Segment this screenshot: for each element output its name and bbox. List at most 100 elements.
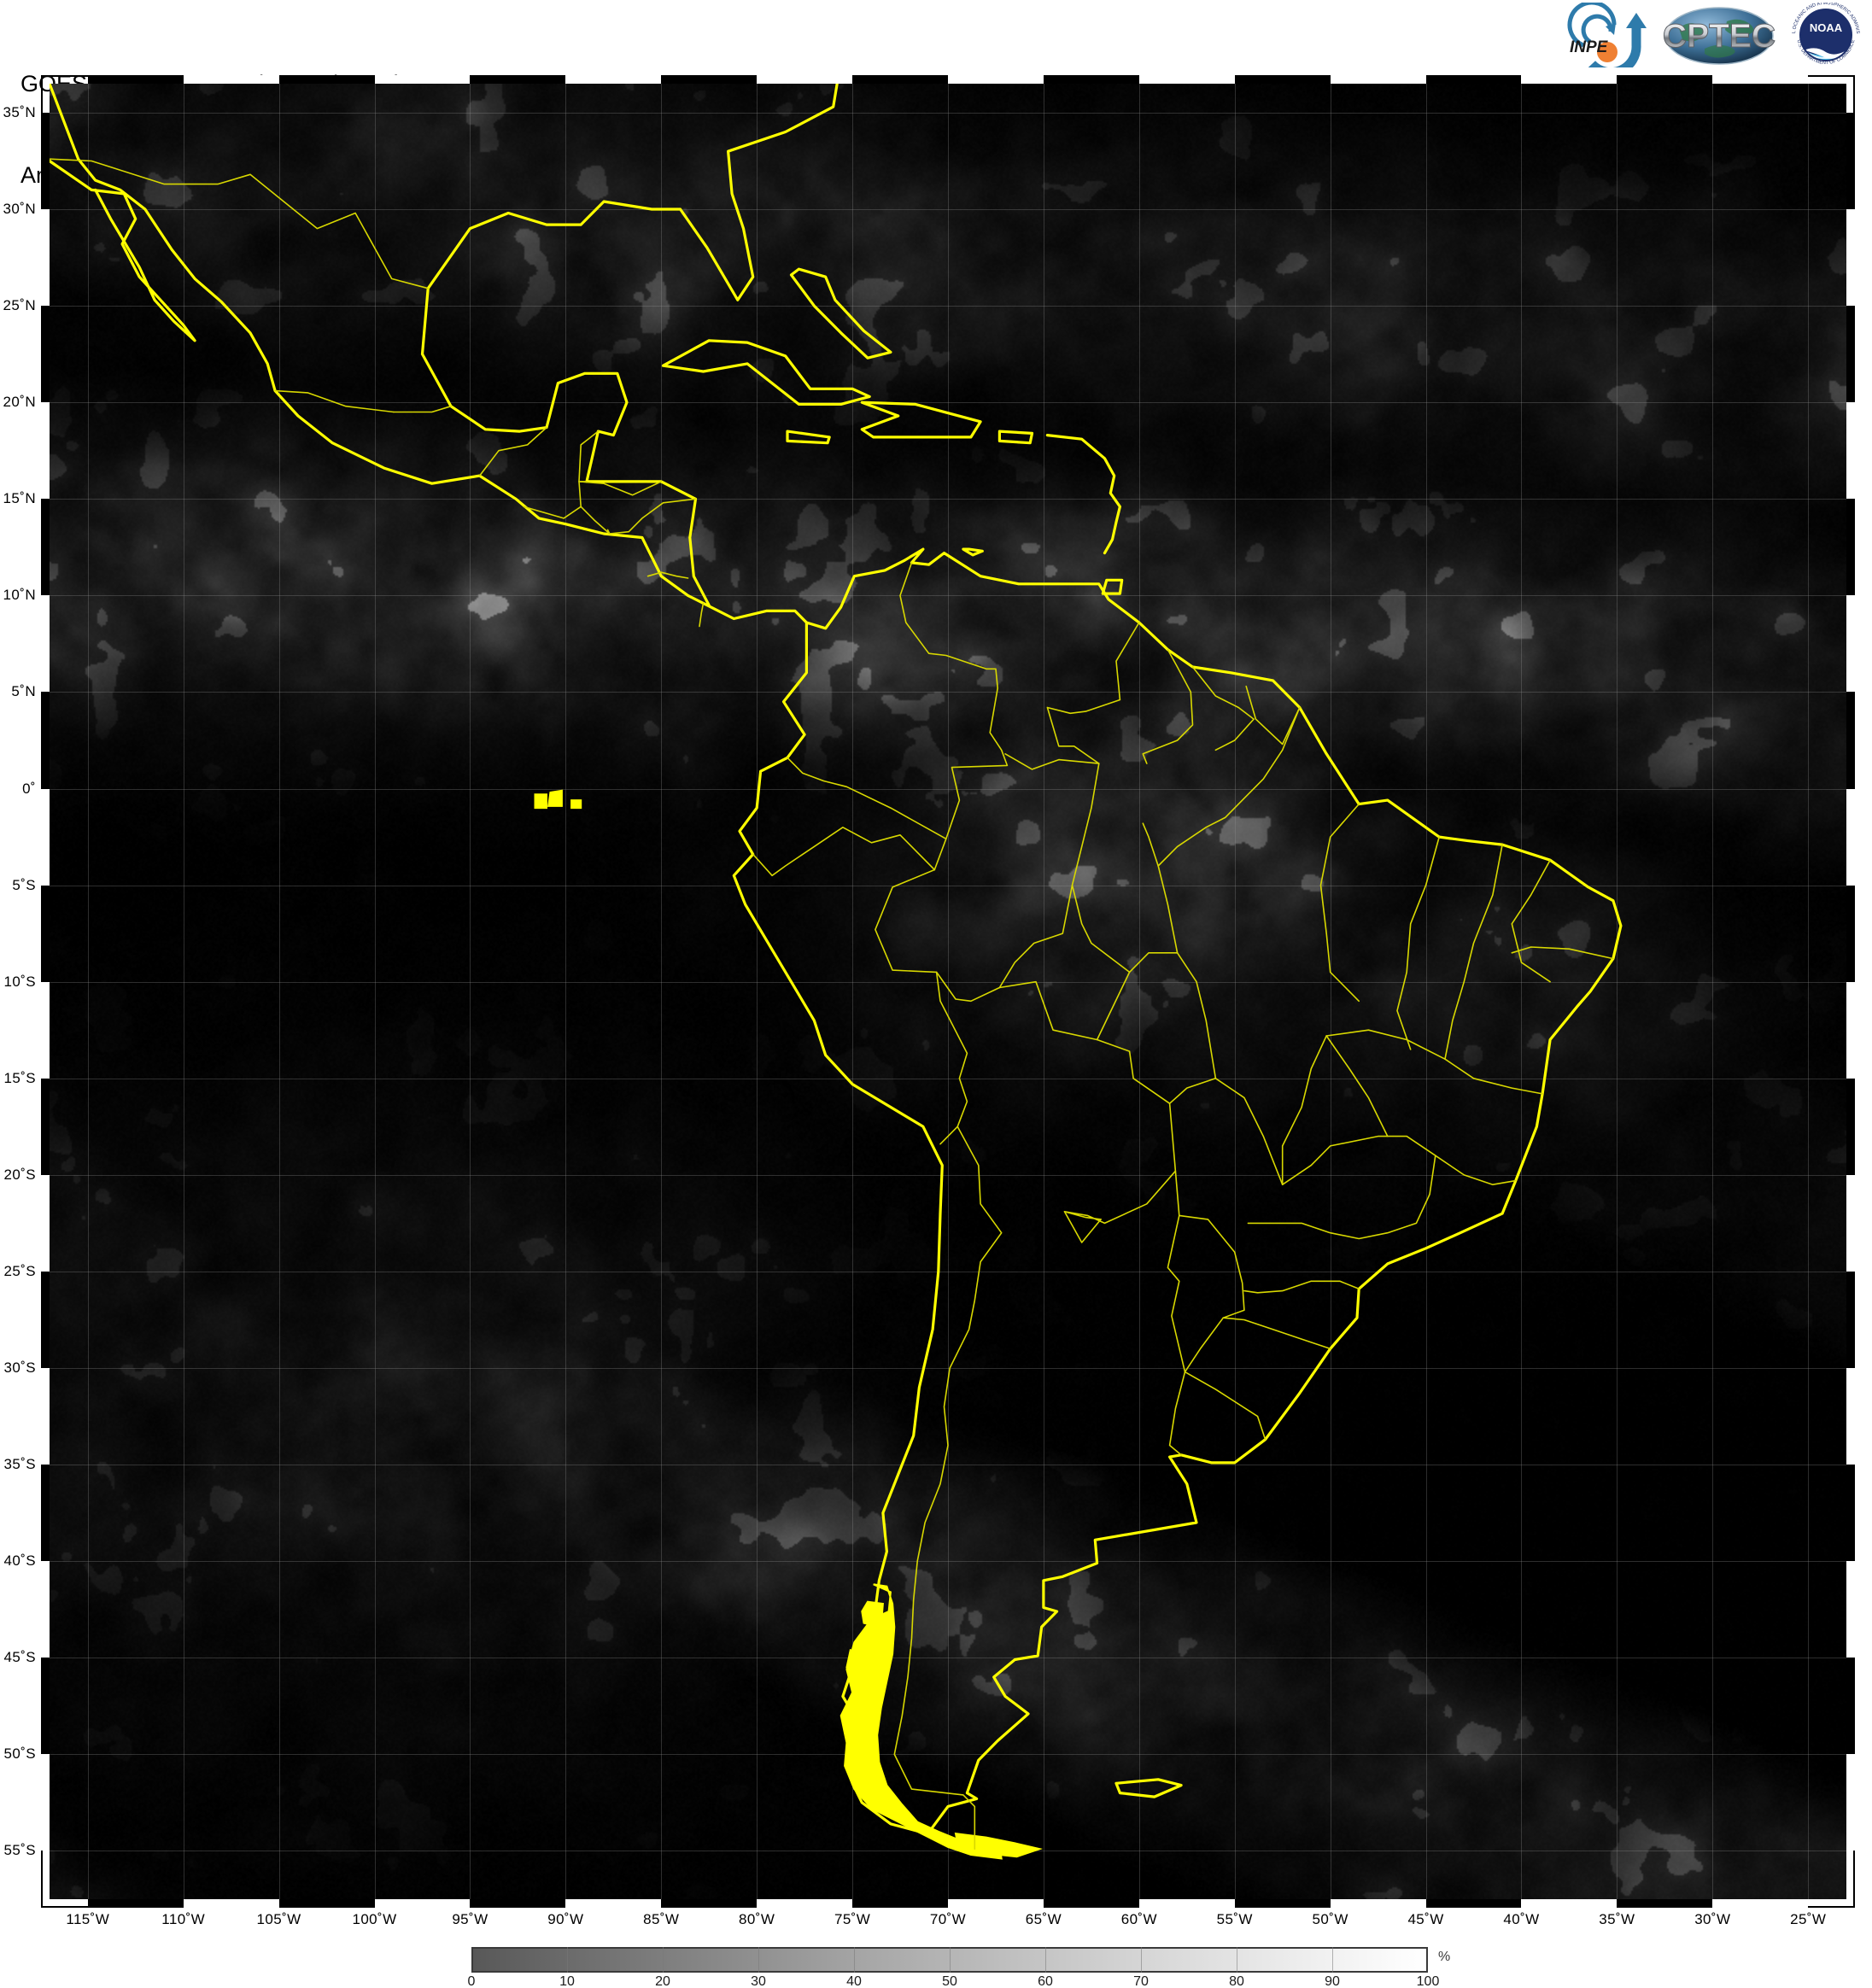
- noaa-logo-text: NOAA: [1810, 21, 1843, 34]
- frame-tick-segment: [757, 1899, 853, 1908]
- cptec-logo: CPTEC: [1660, 3, 1778, 67]
- frame-tick-segment: [1521, 75, 1618, 84]
- agency-logos: INPE: [1558, 0, 1865, 78]
- frame-tick-segment: [1846, 1754, 1855, 1851]
- frame-tick-segment: [1234, 75, 1331, 84]
- frame-tick-segment: [470, 1899, 566, 1908]
- frame-tick-segment: [948, 1899, 1044, 1908]
- frame-tick-segment: [661, 1899, 758, 1908]
- frame-tick-segment: [278, 1899, 375, 1908]
- frame-tick-segment: [565, 1899, 662, 1908]
- frame-ticks-right: [1846, 84, 1855, 1899]
- frame-tick-segment: [41, 1658, 50, 1755]
- colorbar-tick-label: 40: [846, 1974, 862, 1988]
- frame-tick-segment: [1330, 75, 1426, 84]
- lon-tick-label: 85˚W: [643, 1911, 680, 1927]
- lat-tick-label: 5˚S: [12, 876, 36, 893]
- colorbar-tick-label: 100: [1416, 1974, 1440, 1988]
- frame-tick-segment: [87, 1899, 184, 1908]
- frame-tick-segment: [41, 499, 50, 596]
- frame-tick-segment: [948, 75, 1044, 84]
- frame-tick-segment: [1138, 75, 1235, 84]
- frame-tick-segment: [41, 692, 50, 789]
- lat-tick-label: 50˚S: [3, 1745, 36, 1763]
- frame-tick-segment: [1234, 1899, 1331, 1908]
- frame-tick-segment: [1846, 1368, 1855, 1465]
- lon-tick-label: 35˚W: [1599, 1911, 1635, 1927]
- frame-tick-segment: [41, 1174, 50, 1272]
- frame-tick-segment: [1425, 75, 1522, 84]
- latitude-axis: 35˚N 30˚N 25˚N 20˚N 15˚N 10˚N 5˚N 0˚ 5˚S 10˚S 15˚S…: [0, 75, 39, 1908]
- frame-tick-segment: [1846, 981, 1855, 1079]
- frame-tick-segment: [87, 75, 184, 84]
- frame-tick-segment: [183, 1899, 279, 1908]
- lon-tick-label: 115˚W: [66, 1911, 110, 1927]
- colorbar-tick-labels: 0 10 20 30 40 50 60 70 80 90 100: [468, 1974, 1440, 1988]
- frame-tick-segment: [1712, 1899, 1809, 1908]
- frame-tick-segment: [1846, 1465, 1855, 1562]
- lon-tick-label: 60˚W: [1120, 1911, 1157, 1927]
- lon-tick-label: 45˚W: [1407, 1911, 1444, 1927]
- frame-tick-segment: [41, 788, 50, 886]
- frame-tick-segment: [41, 306, 50, 403]
- longitude-axis: 115˚W 110˚W 105˚W 100˚W 95˚W 90˚W 85˚W 80˚W 75˚W…: [41, 1911, 1855, 1937]
- lat-tick-label: 15˚N: [3, 490, 36, 507]
- frame-tick-segment: [1617, 1899, 1713, 1908]
- lon-tick-label: 55˚W: [1216, 1911, 1253, 1927]
- lat-tick-label: 35˚N: [3, 103, 36, 120]
- frame-tick-segment: [1846, 1271, 1855, 1369]
- lon-tick-label: 50˚W: [1312, 1911, 1348, 1927]
- colorbar-tick-label: 50: [942, 1974, 957, 1988]
- lat-tick-label: 40˚S: [3, 1552, 36, 1570]
- frame-tick-segment: [41, 209, 50, 307]
- frame-tick-segment: [852, 75, 948, 84]
- frame-tick-segment: [41, 402, 50, 500]
- frame-tick-segment: [1846, 692, 1855, 789]
- frame-tick-segment: [1846, 885, 1855, 982]
- lat-tick-label: 55˚S: [3, 1842, 36, 1859]
- frame-tick-segment: [1846, 788, 1855, 886]
- lon-tick-label: 30˚W: [1694, 1911, 1731, 1927]
- frame-tick-segment: [1043, 1899, 1139, 1908]
- frame-tick-segment: [852, 1899, 948, 1908]
- lat-tick-label: 0˚: [22, 780, 36, 797]
- lat-tick-label: 45˚S: [3, 1649, 36, 1666]
- frame-tick-segment: [41, 1078, 50, 1175]
- frame-tick-segment: [1330, 1899, 1426, 1908]
- lon-tick-label: 90˚W: [547, 1911, 584, 1927]
- frame-tick-segment: [1846, 1561, 1855, 1658]
- frame-ticks-left: [41, 84, 50, 1899]
- frame-tick-segment: [1425, 1899, 1522, 1908]
- inpe-logo-text: INPE: [1570, 38, 1609, 56]
- lon-tick-label: 95˚W: [452, 1911, 488, 1927]
- colorbar-tick-label: 90: [1325, 1974, 1340, 1988]
- colorbar-tick-label: 20: [655, 1974, 670, 1988]
- lon-tick-label: 40˚W: [1503, 1911, 1540, 1927]
- inpe-logo: INPE: [1558, 0, 1652, 78]
- lat-tick-label: 20˚N: [3, 394, 36, 411]
- noaa-logo: NATIONAL OCEANIC AND ATMOSPHERIC ADMINIS…: [1785, 0, 1865, 67]
- colorbar-tick-label: 70: [1133, 1974, 1149, 1988]
- frame-tick-segment: [1846, 1174, 1855, 1272]
- frame-tick-segment: [1138, 1899, 1235, 1908]
- frame-tick-segment: [1846, 1658, 1855, 1755]
- lon-tick-label: 70˚W: [929, 1911, 967, 1927]
- frame-tick-segment: [1846, 112, 1855, 209]
- colorbar-unit-label: %: [1438, 1950, 1451, 1964]
- frame-tick-segment: [41, 1368, 50, 1465]
- frame-ticks-bottom: [50, 1899, 1846, 1908]
- lat-tick-label: 10˚N: [3, 587, 36, 604]
- frame-tick-segment: [41, 1465, 50, 1562]
- frame-tick-segment: [41, 112, 50, 209]
- frame-tick-segment: [1846, 595, 1855, 693]
- lat-tick-label: 15˚S: [3, 1069, 36, 1086]
- frame-tick-segment: [41, 1271, 50, 1369]
- frame-tick-segment: [41, 981, 50, 1079]
- map-plot: [41, 75, 1855, 1908]
- lat-tick-label: 25˚N: [3, 297, 36, 314]
- colorbar-tick-label: 80: [1229, 1974, 1244, 1988]
- satellite-image-canvas: [50, 84, 1846, 1899]
- cptec-logo-text: CPTEC: [1663, 18, 1775, 55]
- frame-tick-segment: [1846, 306, 1855, 403]
